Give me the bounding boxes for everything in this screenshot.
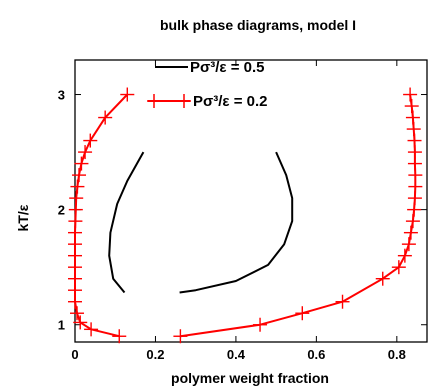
series-0	[108, 151, 294, 294]
data-point	[83, 133, 98, 148]
legend: Pσ³/ε = 0.5 Pσ³/ε = 0.2	[147, 59, 268, 110]
data-point	[173, 329, 188, 344]
data-point	[405, 110, 420, 125]
data-point	[73, 315, 88, 330]
legend-label-black: Pσ³/ε = 0.5	[190, 59, 265, 76]
y-tick-label: 3	[58, 88, 65, 103]
data-point	[74, 156, 89, 171]
axis-ticks: 0 0.2 0.4 0.6 0.8 1 2 3	[58, 60, 427, 362]
data-point	[98, 110, 113, 125]
data-point	[397, 248, 412, 263]
data-point	[391, 260, 406, 275]
y-tick-label: 2	[58, 203, 65, 218]
data-point	[375, 271, 390, 286]
data-point	[72, 168, 87, 183]
series-line	[179, 151, 294, 294]
x-tick-label: 0.2	[146, 347, 164, 362]
data-point	[403, 225, 418, 240]
series-line	[74, 93, 129, 338]
data-point	[120, 87, 135, 102]
data-point	[84, 322, 99, 337]
data-point	[335, 294, 350, 309]
series-layer	[68, 87, 423, 344]
data-point	[78, 145, 93, 160]
data-point	[403, 87, 418, 102]
data-point	[407, 133, 422, 148]
x-axis-label: polymer weight fraction	[171, 370, 329, 386]
x-tick-label: 0.6	[307, 347, 325, 362]
data-point	[406, 122, 421, 137]
data-point	[70, 179, 85, 194]
series-line	[108, 151, 145, 294]
x-tick-label: 0.8	[388, 347, 406, 362]
x-tick-label: 0.4	[227, 347, 246, 362]
data-point	[112, 329, 127, 344]
data-point	[69, 191, 84, 206]
data-point	[405, 214, 420, 229]
y-axis-label: kT/ε	[15, 204, 31, 231]
plot-frame	[74, 59, 428, 343]
x-tick-label: 0	[71, 347, 78, 362]
data-point	[295, 306, 310, 321]
data-point	[253, 317, 268, 332]
legend-marker-red	[147, 94, 191, 108]
series-1	[68, 87, 423, 344]
data-point	[404, 99, 419, 114]
series-line	[180, 94, 417, 338]
data-point	[401, 237, 416, 252]
chart-title: bulk phase diagrams, model I	[160, 17, 356, 33]
y-tick-label: 1	[58, 318, 65, 333]
data-point	[407, 202, 422, 217]
data-point	[70, 306, 85, 321]
legend-label-red: Pσ³/ε = 0.2	[193, 93, 268, 110]
